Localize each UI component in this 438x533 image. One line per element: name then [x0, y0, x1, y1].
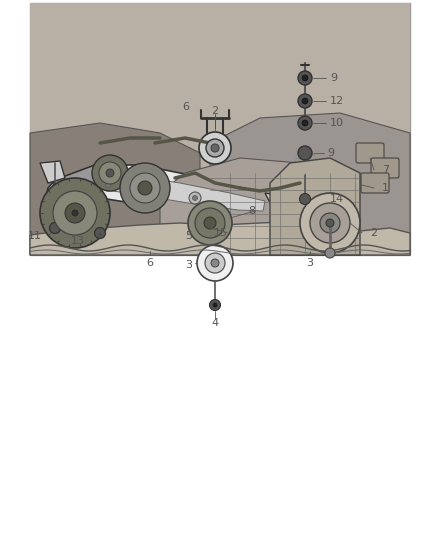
- Circle shape: [298, 116, 312, 130]
- Text: 3: 3: [185, 260, 192, 270]
- Circle shape: [325, 248, 335, 258]
- Text: 9: 9: [327, 148, 334, 158]
- Circle shape: [120, 163, 170, 213]
- Circle shape: [40, 178, 110, 248]
- Circle shape: [65, 203, 85, 223]
- Polygon shape: [270, 158, 360, 255]
- Text: 2: 2: [212, 106, 219, 116]
- Polygon shape: [160, 158, 350, 255]
- Polygon shape: [210, 113, 410, 255]
- Circle shape: [189, 192, 201, 204]
- Circle shape: [188, 201, 232, 245]
- Text: 6: 6: [146, 258, 153, 268]
- Circle shape: [206, 139, 224, 157]
- Circle shape: [204, 217, 216, 229]
- Polygon shape: [30, 221, 410, 255]
- Text: 5: 5: [185, 231, 192, 241]
- Text: 6: 6: [183, 102, 190, 112]
- Circle shape: [195, 208, 225, 238]
- Circle shape: [102, 179, 114, 191]
- Circle shape: [300, 193, 360, 253]
- Circle shape: [138, 181, 152, 195]
- Circle shape: [92, 155, 128, 191]
- Text: 13: 13: [71, 236, 85, 246]
- Circle shape: [205, 253, 225, 273]
- Circle shape: [209, 300, 220, 311]
- Text: 4: 4: [212, 318, 219, 328]
- Text: 9: 9: [330, 73, 337, 83]
- Circle shape: [310, 203, 350, 243]
- Circle shape: [130, 173, 160, 203]
- Circle shape: [192, 196, 198, 200]
- Circle shape: [211, 144, 219, 152]
- Circle shape: [298, 94, 312, 108]
- Circle shape: [146, 185, 158, 197]
- Circle shape: [326, 219, 334, 227]
- Text: 1: 1: [382, 183, 389, 193]
- Circle shape: [99, 162, 121, 184]
- Circle shape: [298, 146, 312, 160]
- FancyBboxPatch shape: [361, 173, 389, 193]
- Polygon shape: [75, 175, 265, 211]
- Text: 12: 12: [330, 96, 344, 106]
- Text: 11: 11: [28, 231, 42, 241]
- Polygon shape: [48, 165, 100, 208]
- Circle shape: [106, 169, 114, 177]
- Circle shape: [302, 98, 308, 104]
- Circle shape: [208, 230, 212, 236]
- Polygon shape: [265, 193, 298, 218]
- FancyBboxPatch shape: [30, 3, 410, 255]
- Circle shape: [204, 227, 216, 239]
- Text: 7: 7: [382, 165, 389, 175]
- Circle shape: [298, 71, 312, 85]
- Circle shape: [199, 132, 231, 164]
- Circle shape: [149, 189, 155, 193]
- FancyBboxPatch shape: [371, 158, 399, 178]
- Circle shape: [95, 228, 106, 238]
- Circle shape: [211, 259, 219, 267]
- Text: 8: 8: [248, 206, 255, 216]
- Circle shape: [302, 120, 308, 126]
- Text: 14: 14: [330, 194, 344, 204]
- Polygon shape: [45, 165, 285, 225]
- Circle shape: [49, 222, 60, 233]
- Circle shape: [53, 191, 97, 235]
- Text: 15: 15: [214, 228, 228, 238]
- Circle shape: [72, 210, 78, 216]
- FancyBboxPatch shape: [30, 3, 410, 255]
- Circle shape: [197, 245, 233, 281]
- Text: 2: 2: [370, 228, 377, 238]
- Polygon shape: [40, 161, 65, 183]
- FancyBboxPatch shape: [356, 143, 384, 163]
- Circle shape: [302, 75, 308, 81]
- Circle shape: [106, 182, 110, 188]
- Polygon shape: [30, 123, 200, 255]
- Circle shape: [320, 213, 340, 233]
- Circle shape: [213, 303, 217, 307]
- Text: 10: 10: [330, 118, 344, 128]
- Circle shape: [300, 193, 311, 205]
- Text: 3: 3: [307, 258, 314, 268]
